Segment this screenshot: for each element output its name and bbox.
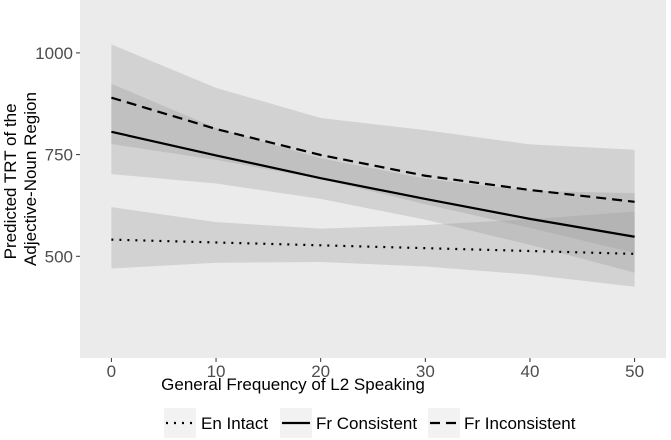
band-fr-inconsistent <box>111 44 635 254</box>
confidence-bands <box>111 44 635 287</box>
y-axis-title: Predicted TRT of the Adjective-Noun Regi… <box>1 92 40 266</box>
legend-label-en-intact: En Intact <box>201 414 268 433</box>
x-axis: 0 10 20 30 40 50 <box>107 358 644 381</box>
x-tick-label: 40 <box>521 362 540 381</box>
x-tick-label: 0 <box>107 362 116 381</box>
legend: En Intact Fr Consistent Fr Inconsistent <box>164 408 576 438</box>
x-tick-label: 20 <box>311 362 330 381</box>
x-axis-title: General Frequency of L2 Speaking <box>161 375 425 394</box>
y-axis-title-line-1: Predicted TRT of the <box>1 103 20 259</box>
line-fr-consistent <box>111 130 635 238</box>
x-tick-label: 10 <box>207 362 226 381</box>
x-tick-label: 50 <box>625 362 644 381</box>
y-tick-label: 750 <box>45 146 73 165</box>
plot-panel <box>80 0 666 358</box>
series-lines <box>111 96 635 255</box>
band-en-intact <box>111 207 635 287</box>
y-tick-label: 1000 <box>35 44 73 63</box>
band-fr-consistent <box>111 83 635 273</box>
x-tick-label: 30 <box>416 362 435 381</box>
y-axis: 500 750 1000 <box>35 44 80 266</box>
y-tick-label: 500 <box>45 247 73 266</box>
legend-label-fr-inconsistent: Fr Inconsistent <box>464 414 576 433</box>
legend-label-fr-consistent: Fr Consistent <box>316 414 417 433</box>
y-axis-title-line-2: Adjective-Noun Region <box>21 92 40 266</box>
